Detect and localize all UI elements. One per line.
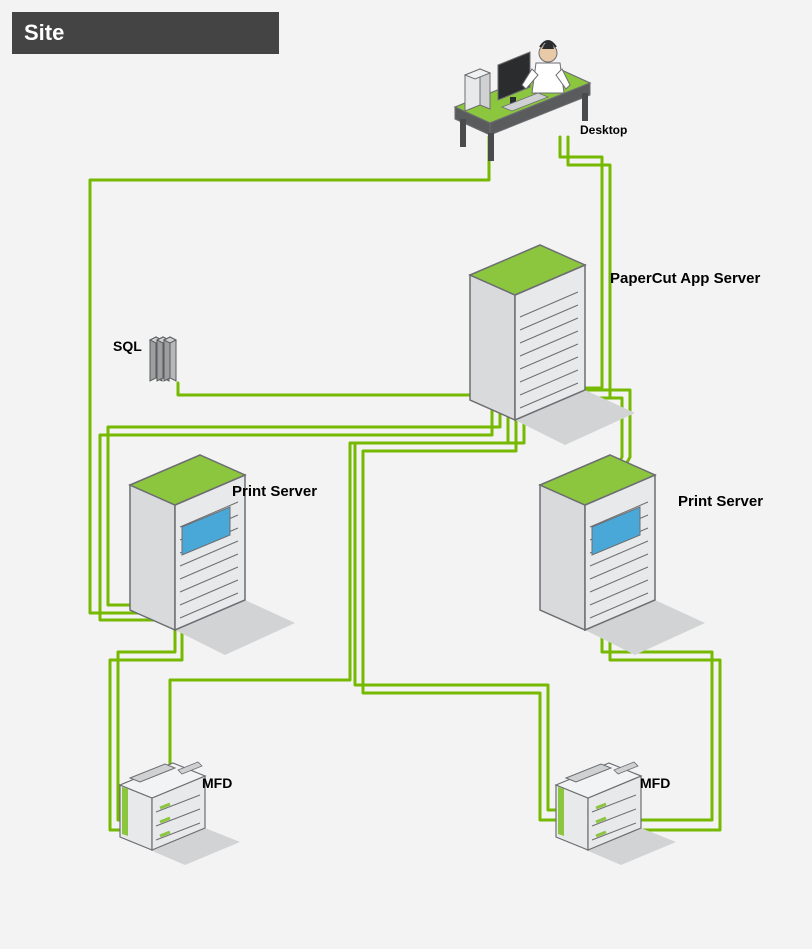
sql-icon [150,337,176,381]
print-server-right-label: Print Server [678,493,763,510]
diagram-canvas: Site Desktop SQL PaperCut App Server Pri… [0,0,812,949]
mfd-left-label: MFD [202,775,232,791]
print-server-right-icon [540,455,705,655]
print-server-left-label: Print Server [232,483,317,500]
sql-label: SQL [113,338,142,354]
app-server-label: PaperCut App Server [610,270,760,287]
mfd-right-label: MFD [640,775,670,791]
desktop-icon [455,41,590,161]
desktop-label: Desktop [580,123,627,137]
node-icons [0,0,812,949]
